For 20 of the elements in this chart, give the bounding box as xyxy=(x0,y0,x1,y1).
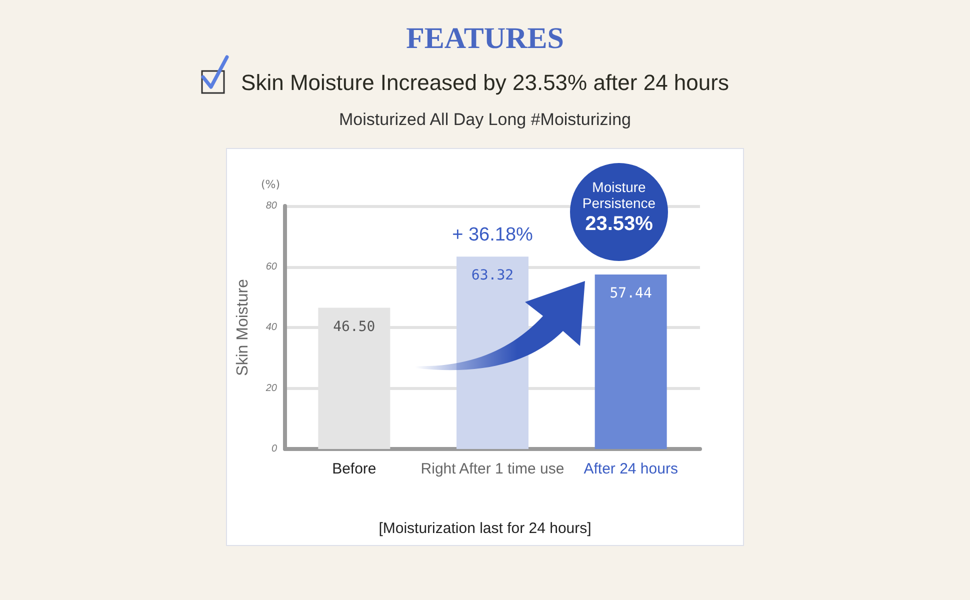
text: Moisturized All Day Long #Moisturizing xyxy=(338,110,632,130)
text: (%) xyxy=(261,178,280,191)
y-tick-label: 60 xyxy=(266,261,278,272)
y-tick-label: 20 xyxy=(264,382,278,394)
annotation: + 36.18% xyxy=(452,224,534,246)
data-label: 46.50 xyxy=(333,318,376,335)
y-tick-label: 0 xyxy=(271,444,278,454)
text: [Moisturization last for 24 hours] xyxy=(378,520,592,537)
x-tick-label: After 24 hours xyxy=(584,460,678,478)
chart-title: FEATURES xyxy=(405,22,565,56)
data-label: 63.32 xyxy=(471,268,514,284)
x-tick-label: Before xyxy=(332,460,376,478)
annotation: Moisture Persistence 23.53% xyxy=(581,179,657,235)
bar xyxy=(594,274,667,449)
y-tick-label: 80 xyxy=(266,200,278,212)
y-axis-title: Skin Moisture xyxy=(234,278,252,376)
y-tick-label: 40 xyxy=(266,322,278,333)
data-label: 57.44 xyxy=(610,286,652,302)
x-tick-label: Right After 1 time use xyxy=(420,460,564,478)
chart-subtitle: Skin Moisture Increased by 23.53% after 24 hours xyxy=(240,70,730,96)
